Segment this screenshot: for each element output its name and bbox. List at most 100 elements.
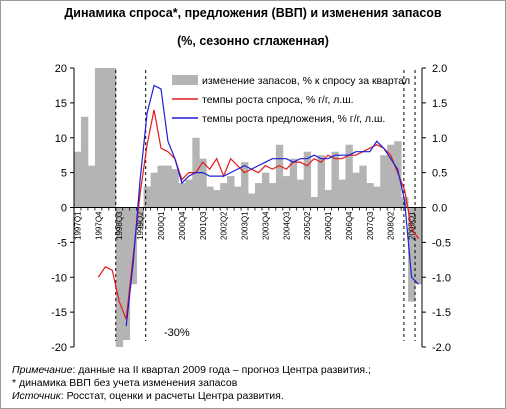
left-tick-label: 0 — [61, 203, 67, 215]
inventory-bar — [303, 151, 312, 208]
chart-title: Динамика спроса*, предложения (ВВП) и из… — [64, 6, 442, 20]
chart-notes: Примечание: данные на II квартал 2009 го… — [12, 364, 371, 403]
right-tick-label: 0.5 — [432, 168, 447, 180]
inventory-bar — [143, 186, 151, 208]
inventory-bar — [150, 172, 158, 208]
inventory-bar — [338, 179, 346, 208]
inventory-bar — [366, 183, 374, 208]
inventory-bar — [380, 155, 388, 208]
legend-label-inventory: изменение запасов, % к спросу за квартал — [202, 75, 410, 87]
x-tick-label: 2006Q4 — [345, 211, 354, 240]
inventory-bar — [220, 183, 228, 208]
inventory-bar — [268, 183, 277, 208]
inventory-bar — [331, 151, 339, 208]
demand-growth-line — [97, 109, 420, 320]
source-label: Источник — [12, 390, 61, 402]
x-tick-label: 1997Q1 — [73, 211, 82, 240]
right-tick-label: -2.0 — [432, 342, 451, 354]
chart-subtitle: (%, сезонно сглаженная) — [177, 34, 329, 48]
inventory-bar — [157, 165, 165, 208]
supply-growth-line — [125, 84, 419, 327]
x-tick-label: 2001Q3 — [199, 211, 208, 240]
inventory-bar — [241, 162, 249, 208]
left-tick-label: 20 — [55, 63, 67, 75]
left-tick-label: -20 — [51, 342, 67, 354]
x-tick-label: 2000Q4 — [178, 211, 187, 240]
x-tick-label: 2002Q2 — [220, 211, 229, 240]
inventory-bar — [213, 190, 221, 208]
inventory-bar — [171, 169, 179, 208]
left-tick-label: 15 — [55, 98, 67, 110]
inventory-bar — [199, 158, 207, 208]
x-tick-label: 2003Q1 — [241, 211, 250, 240]
inventory-bar — [74, 151, 82, 208]
source-line: Источник: Росстат, оценки и расчеты Цент… — [12, 390, 371, 403]
note-line: Примечание: данные на II квартал 2009 го… — [12, 364, 371, 377]
footnote-line: * динамика ВВП без учета изменения запас… — [12, 377, 238, 389]
inventory-bar — [373, 186, 381, 208]
inventory-bar — [248, 193, 256, 208]
inventory-bar — [261, 172, 270, 208]
inventory-bar — [178, 183, 186, 208]
inventory-bar — [282, 176, 291, 208]
note-label: Примечание — [12, 364, 73, 376]
left-tick-label: 5 — [61, 168, 67, 180]
inventory-bar — [352, 172, 360, 208]
right-tick-label: 1.0 — [432, 133, 447, 145]
inventory-bar — [129, 207, 138, 285]
right-tick-label: -1.0 — [432, 272, 451, 284]
inventory-bar — [122, 207, 131, 341]
right-tick-label: 0.0 — [432, 203, 447, 215]
x-tick-label: 1999Q2 — [136, 211, 145, 240]
x-tick-label: 2003Q4 — [261, 211, 270, 240]
inventory-bar — [254, 183, 263, 208]
inventory-bar — [415, 207, 423, 285]
inventory-bar — [324, 190, 332, 208]
inventory-bar — [80, 116, 89, 208]
inventory-bar — [87, 165, 96, 208]
inventory-bar — [115, 207, 124, 347]
annotation-minus-30-percent: -30% — [164, 327, 190, 339]
source-text: : Росстат, оценки и расчеты Центра разви… — [60, 390, 284, 402]
right-tick-label: 2.0 — [432, 63, 447, 75]
left-tick-label: -15 — [51, 307, 67, 319]
inventory-bar — [94, 68, 103, 208]
left-tick-label: 10 — [55, 133, 67, 145]
legend-label-demand: темпы роста спроса, % г/г, л.ш. — [202, 94, 354, 106]
legend-swatch-inventory — [172, 75, 198, 85]
left-tick-label: -10 — [51, 272, 67, 284]
inventory-bar — [345, 144, 353, 208]
inventory-bar — [359, 165, 367, 208]
x-tick-label: 2004Q3 — [282, 211, 291, 240]
right-tick-label: -1.5 — [432, 307, 451, 319]
x-tick-label: 2009Q1 — [408, 211, 417, 240]
x-tick-label: 2006Q1 — [324, 211, 333, 240]
x-tick-label: 2000Q1 — [157, 211, 166, 240]
x-tick-label: 1997Q4 — [94, 211, 103, 240]
right-tick-label: 1.5 — [432, 98, 447, 110]
x-tick-label: 2008Q2 — [387, 211, 396, 240]
inventory-bar — [310, 197, 318, 208]
inventory-bar — [296, 179, 305, 208]
inventory-bar — [387, 144, 395, 208]
inventory-bar — [408, 207, 416, 302]
right-tick-label: -0.5 — [432, 237, 451, 249]
legend-label-supply: темпы роста предложения, % г/г, л.ш. — [202, 113, 385, 125]
inventory-bar — [234, 186, 242, 208]
inventory-bar — [108, 68, 117, 208]
inventory-bar — [289, 158, 298, 208]
x-tick-label: 1998Q3 — [115, 211, 124, 240]
inventory-bar — [275, 144, 284, 208]
inventory-bar — [101, 68, 110, 208]
inventory-bar — [136, 207, 144, 229]
x-tick-label: 2005Q2 — [303, 211, 312, 240]
note-text: : данные на II квартал 2009 года – прогн… — [72, 364, 371, 376]
inventory-bar — [227, 176, 235, 208]
x-tick-label: 2007Q3 — [366, 211, 375, 240]
inventory-bar — [317, 155, 325, 208]
inventory-bar — [185, 179, 193, 208]
left-tick-label: -5 — [57, 237, 67, 249]
inventory-bar — [206, 186, 214, 208]
inventory-bar — [164, 165, 172, 208]
